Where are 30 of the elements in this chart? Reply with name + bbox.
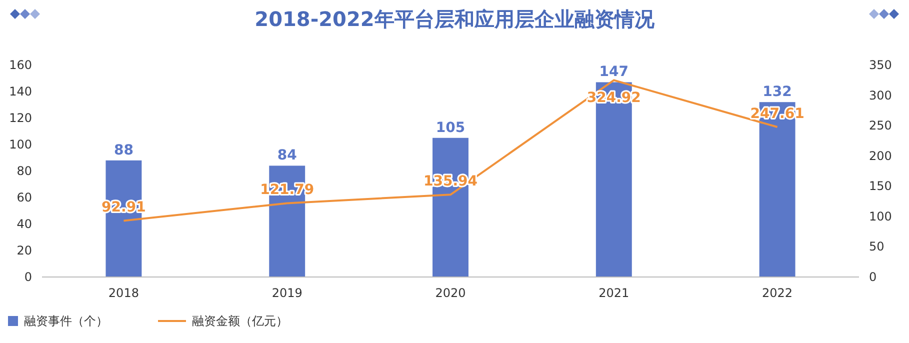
y-tick-label: 160 (9, 58, 32, 72)
y2-tick-label: 100 (869, 209, 892, 224)
x-tick-label: 2021 (598, 286, 630, 300)
y2-tick-label: 0 (869, 270, 877, 284)
y-tick-label: 120 (9, 111, 32, 125)
data-label: 132 (762, 84, 792, 100)
y2-tick-label: 300 (869, 88, 892, 102)
data-label: 84 (277, 148, 298, 164)
y2-tick-label: 350 (869, 58, 892, 72)
data-label: 147 (599, 64, 629, 80)
y2-tick-label: 250 (869, 118, 892, 133)
y-tick-label: 40 (16, 217, 32, 231)
x-tick-label: 2022 (762, 286, 793, 300)
y2-tick-label: 50 (869, 240, 884, 254)
x-tick-label: 2020 (435, 286, 466, 300)
y2-tick-label: 150 (869, 179, 892, 194)
y-tick-label: 140 (9, 84, 32, 98)
y-tick-label: 60 (16, 190, 32, 204)
y-tick-label: 100 (9, 138, 32, 152)
y-tick-label: 80 (16, 164, 32, 178)
y2-tick-label: 200 (869, 148, 892, 163)
legend-label: 融资金额（亿元） (192, 314, 288, 328)
y-tick-label: 20 (16, 244, 32, 258)
data-label: 88 (114, 142, 134, 158)
data-label: 105 (436, 120, 466, 136)
chart-title: 2018-2022年平台层和应用层企业融资情况 (254, 7, 656, 31)
legend-label: 融资事件（个） (24, 314, 108, 328)
y-tick-label: 0 (24, 270, 32, 284)
x-tick-label: 2019 (272, 286, 302, 300)
x-tick-label: 2018 (108, 286, 139, 300)
